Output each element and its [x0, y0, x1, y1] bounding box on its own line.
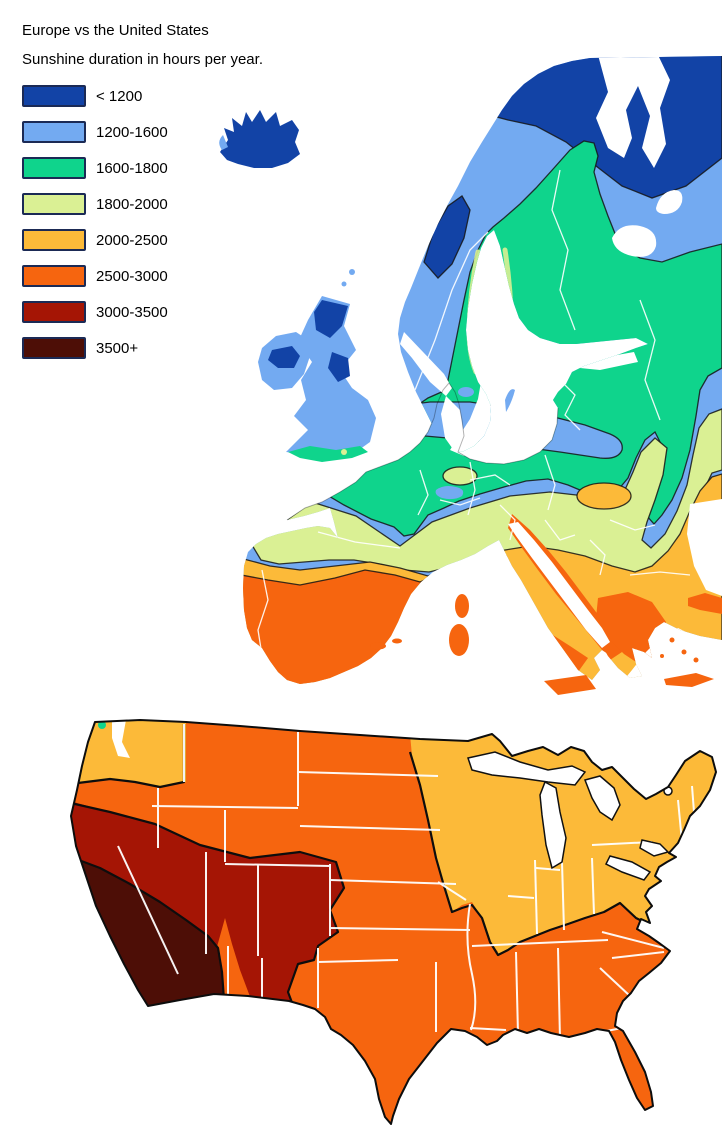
legend-label: 2500-3000 — [96, 267, 168, 285]
menorca-island — [392, 638, 402, 644]
kattegat-strait — [441, 396, 464, 452]
europe-islands — [219, 110, 714, 695]
legend-row: 3500+ — [22, 337, 168, 359]
lake-ontario — [639, 839, 670, 857]
south-england-green-strip — [288, 446, 368, 462]
legend-label: 1800-2000 — [96, 195, 168, 213]
legend-swatch — [22, 229, 86, 251]
us-outline — [70, 719, 717, 1125]
mallorca-island — [370, 642, 386, 650]
europe-map — [219, 56, 722, 695]
legend-label: 1600-1800 — [96, 159, 168, 177]
corsica-island — [455, 594, 469, 618]
white-sea — [596, 56, 670, 168]
page-title: Europe vs the United States — [22, 22, 209, 39]
puget-sound — [112, 720, 130, 758]
us-map — [70, 719, 717, 1125]
legend-row: < 1200 — [22, 85, 168, 107]
turkey-orange-strip — [688, 593, 722, 614]
europe-coastline — [286, 382, 559, 521]
sicily-island — [544, 675, 596, 695]
legend-label: < 1200 — [96, 87, 143, 105]
legend-swatch — [22, 301, 86, 323]
great-lakes — [467, 751, 670, 881]
legend-row: 1800-2000 — [22, 193, 168, 215]
legend-label: 2000-2500 — [96, 231, 168, 249]
lake-michigan — [539, 780, 567, 870]
legend-swatch — [22, 193, 86, 215]
legend-label: 1200-1600 — [96, 123, 168, 141]
olympic-green-dot — [98, 721, 106, 729]
missouri-orange-tongue — [452, 902, 498, 958]
lake-huron — [583, 775, 621, 822]
great-britain-island — [286, 296, 376, 460]
adriatic-sea — [508, 522, 610, 648]
lake-vanern — [458, 387, 474, 397]
pannonia-amber-blob — [576, 482, 632, 510]
legend-swatch — [22, 85, 86, 107]
legend-label: 3500+ — [96, 339, 139, 357]
lake-ladoga — [612, 225, 657, 257]
lake-erie — [604, 855, 652, 881]
map-header: Europe vs the United States Sunshine dur… — [22, 16, 263, 74]
legend-swatch — [22, 265, 86, 287]
scotland-dark-patch — [314, 300, 348, 338]
legend-label: 3000-3500 — [96, 303, 168, 321]
sardinia-island — [449, 624, 469, 656]
black-sea — [687, 499, 722, 596]
legend-swatch — [22, 121, 86, 143]
alps-blue-blob — [435, 486, 464, 500]
legend-row: 2000-2500 — [22, 229, 168, 251]
page-subtitle: Sunshine duration in hours per year. — [22, 51, 263, 68]
north-england-dark-patch — [328, 352, 350, 382]
alps-pale-oval — [442, 466, 478, 486]
aegean-islands — [660, 637, 699, 663]
crete-island — [664, 673, 714, 687]
orkney-island — [341, 281, 347, 287]
legend-swatch — [22, 157, 86, 179]
ireland-dark-patch — [268, 346, 300, 368]
shetland-island — [349, 269, 355, 275]
legend-swatch — [22, 337, 86, 359]
europe-country-borders — [257, 169, 691, 656]
south-england-pale-dot — [341, 449, 347, 455]
lake-onega — [656, 190, 683, 214]
legend-row: 3000-3500 — [22, 301, 168, 323]
legend-row: 1200-1600 — [22, 121, 168, 143]
legend-row: 2500-3000 — [22, 265, 168, 287]
gotland-island — [505, 389, 515, 412]
iberia-orange-region — [243, 563, 480, 684]
lake-superior — [467, 751, 587, 786]
legend-row: 1600-1800 — [22, 157, 168, 179]
iceland-island — [220, 110, 300, 168]
iceland-west-sliver — [219, 135, 228, 150]
legend: < 1200 1200-1600 1600-1800 1800-2000 200… — [22, 85, 168, 373]
